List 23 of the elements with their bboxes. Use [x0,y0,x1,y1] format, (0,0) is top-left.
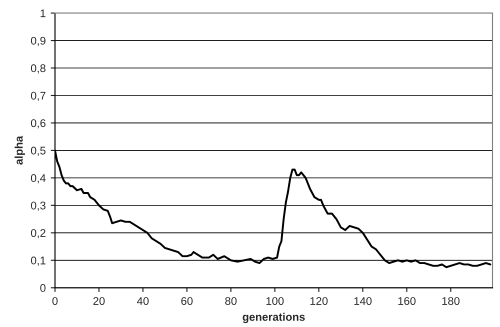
y-tick-label: 0,1 [30,256,46,266]
y-tick-label: 0,6 [30,119,46,128]
x-tick-label: 140 [354,297,372,305]
y-axis-title: alpha [14,136,25,165]
y-tick-label: 0,3 [30,202,46,211]
y-tick-label: 0,5 [30,146,46,156]
x-tick-label: 160 [398,297,416,305]
x-tick-label: 120 [310,297,328,305]
y-tick-label: 1 [40,9,46,18]
y-tick-label: 0,4 [30,174,46,184]
y-tick-label: 0,8 [30,64,46,74]
x-tick-label: 80 [225,297,237,305]
y-tick-label: 0,2 [30,229,46,238]
x-tick-label: 180 [442,297,460,305]
x-tick-label: 40 [137,297,149,305]
y-tick-label: 0 [40,284,46,292]
y-tick-label: 0,7 [30,92,46,101]
x-tick-label: 0 [52,297,58,305]
x-axis-title: generations [242,312,305,324]
y-tick-label: 0,9 [30,36,46,46]
x-tick-label: 100 [266,297,284,305]
x-tick-label: 60 [181,297,193,305]
x-tick-label: 20 [93,297,105,305]
